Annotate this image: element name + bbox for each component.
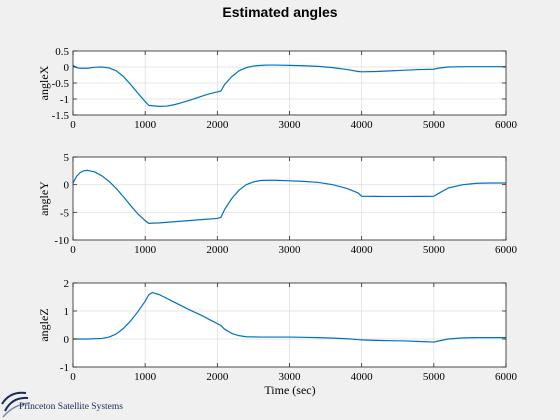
x-tick-label: 6000: [495, 371, 518, 383]
y-tick-label: 1: [64, 306, 70, 318]
x-tick-label: 0: [70, 244, 76, 256]
x-tick-label: 6000: [495, 119, 518, 131]
y-tick-label: 0: [64, 334, 70, 346]
x-tick-label: 5000: [423, 371, 446, 383]
subplot-angley: 0 1000 2000 3000 4000 5000 6000 -10 -5 0 5 angleY: [37, 152, 518, 256]
y-axis-label-angley: angleY: [37, 181, 51, 216]
x-tick-label: 3000: [279, 119, 302, 131]
x-tick-label: 0: [70, 119, 76, 131]
y-tick-label: 2: [64, 278, 70, 290]
x-tick-label: 2000: [206, 244, 229, 256]
x-tick-label: 5000: [423, 244, 446, 256]
x-tick-label: 1000: [134, 371, 157, 383]
logo-text: Princeton Satellite Systems: [19, 402, 123, 412]
x-axis-label: Time (sec): [264, 383, 315, 397]
y-tick-label: 0: [64, 62, 70, 74]
x-tick-label: 1000: [134, 244, 157, 256]
y-tick-label: -5: [60, 207, 70, 219]
x-tick-label: 4000: [351, 119, 374, 131]
x-tick-label: 0: [70, 371, 76, 383]
axes-group: 0 1000 2000 3000 4000 5000 6000-1.5-1-0.500.5a…: [37, 46, 518, 383]
x-tick-label: 3000: [279, 371, 302, 383]
y-tick-label: -1: [60, 362, 69, 374]
x-tick-label: 2000: [206, 371, 229, 383]
y-tick-label: 5: [64, 152, 70, 164]
y-tick-label: -1: [60, 94, 69, 106]
x-tick-label: 3000: [279, 244, 302, 256]
y-axis-label-anglez: angleZ: [37, 308, 51, 341]
y-axis-label-anglex: angleX: [37, 65, 51, 100]
x-tick-label: 6000: [495, 244, 518, 256]
y-tick-label: 0: [64, 180, 70, 192]
figure-title: Estimated angles: [222, 4, 337, 20]
y-tick-label: -1.5: [52, 110, 70, 122]
y-tick-label: 0.5: [55, 46, 69, 58]
y-tick-label: -0.5: [52, 78, 70, 90]
y-tick-label: -10: [54, 235, 69, 247]
x-tick-label: 2000: [206, 119, 229, 131]
x-tick-label: 4000: [351, 244, 374, 256]
x-tick-label: 1000: [134, 119, 157, 131]
x-tick-label: 4000: [351, 371, 374, 383]
x-tick-label: 5000: [423, 119, 446, 131]
